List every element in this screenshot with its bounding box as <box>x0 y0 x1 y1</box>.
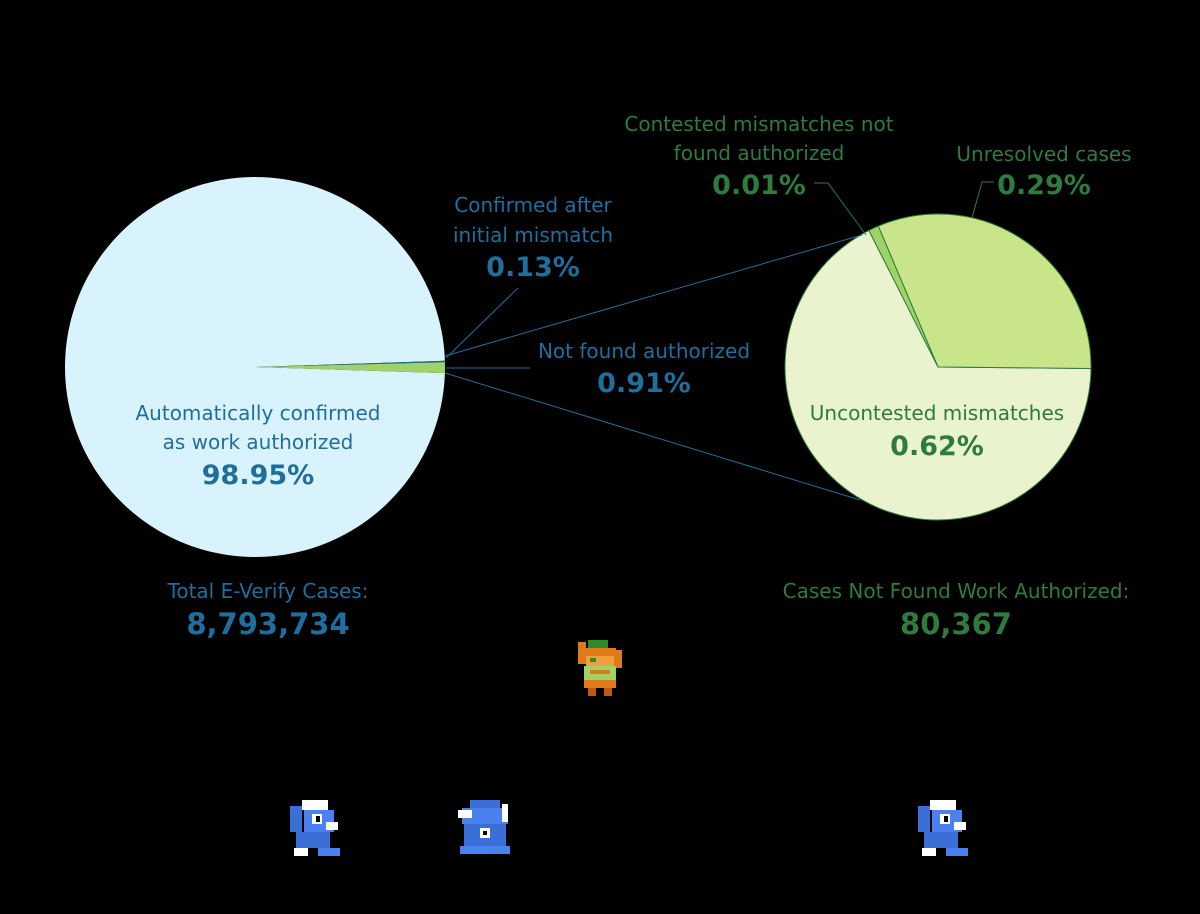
label-auto-confirmed-line2: as work authorized <box>163 430 354 454</box>
value-contested: 0.01% <box>712 170 806 201</box>
label-uncontested: Uncontested mismatches <box>810 401 1064 425</box>
total-cases-value: 8,793,734 <box>186 607 349 641</box>
label-unresolved: Unresolved cases <box>956 142 1131 166</box>
value-uncontested: 0.62% <box>890 431 984 462</box>
label-confirmed-after-line2: initial mismatch <box>453 223 613 247</box>
value-unresolved: 0.29% <box>997 170 1091 201</box>
leader-unresolved <box>971 181 994 219</box>
blue-ghost-sprite <box>458 800 510 854</box>
not-authorized-total-value: 80,367 <box>900 607 1012 641</box>
label-auto-confirmed-line1: Automatically confirmed <box>136 401 381 425</box>
connector-top <box>444 234 863 357</box>
value-confirmed-after: 0.13% <box>486 252 580 283</box>
label-contested-line1: Contested mismatches not <box>624 112 893 136</box>
pie-slice-2 <box>255 362 445 374</box>
pie-slice-1 <box>255 360 445 367</box>
label-not-found: Not found authorized <box>538 339 750 363</box>
pie-not-authorized <box>784 213 1092 521</box>
value-auto-confirmed: 98.95% <box>202 460 314 491</box>
connector-bottom <box>444 372 861 501</box>
pie-slice-2 <box>877 213 1092 369</box>
label-contested-line2: found authorized <box>674 141 845 165</box>
hero-sprite <box>578 640 622 696</box>
leader-confirmed-after <box>445 287 519 359</box>
label-confirmed-after-line1: Confirmed after <box>454 193 612 217</box>
blue-creature-sprite <box>290 800 340 856</box>
leader-contested <box>814 182 867 236</box>
pie-slice-0 <box>65 176 445 557</box>
pie-total-cases <box>65 176 445 557</box>
total-cases-label: Total E-Verify Cases: <box>167 579 369 603</box>
value-not-found: 0.91% <box>597 368 691 399</box>
blue-creature-sprite <box>918 800 968 856</box>
pie-slice-0 <box>784 229 1092 521</box>
not-authorized-total-label: Cases Not Found Work Authorized: <box>783 579 1130 603</box>
